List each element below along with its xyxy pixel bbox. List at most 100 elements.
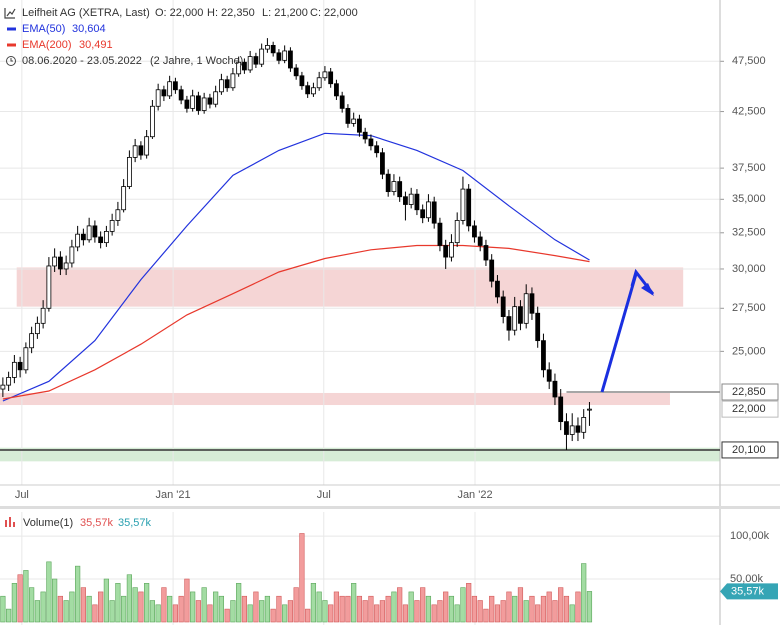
volume-bar — [80, 587, 86, 623]
candle-body — [449, 242, 454, 258]
candle-body — [552, 380, 558, 398]
ohlc-label: O: 22,000 — [155, 7, 203, 19]
candle-body — [374, 145, 380, 154]
volume-bar — [149, 600, 155, 623]
volume-bar — [17, 574, 23, 623]
volume-bar — [351, 583, 357, 623]
volume-bar — [253, 591, 259, 623]
candle-body — [587, 408, 592, 411]
volume-bar — [443, 591, 449, 623]
candle-body — [351, 118, 357, 124]
volume-bar — [29, 587, 35, 623]
volume-bar — [264, 595, 271, 623]
candle-body — [345, 107, 351, 124]
volume-bar — [552, 600, 558, 623]
volume-bar — [316, 591, 322, 623]
level-box — [721, 383, 779, 401]
candle-body — [293, 67, 299, 77]
arrow-head — [641, 283, 654, 296]
candle-body — [224, 79, 230, 89]
volume-icon — [13, 522, 15, 527]
volume-bar — [11, 583, 17, 623]
candle-body — [219, 79, 224, 93]
candle-body — [334, 83, 339, 97]
volume-bar — [477, 600, 483, 623]
volume-bar — [201, 587, 207, 623]
level-label: 20,100 — [732, 444, 766, 456]
volume-bar — [483, 608, 489, 623]
volume-bar — [460, 587, 466, 623]
y-tick-label: 32,500 — [732, 227, 766, 239]
candle-body — [17, 361, 23, 371]
candle-body — [454, 220, 460, 244]
level-box — [721, 441, 779, 459]
volume-bar — [46, 561, 52, 623]
candle-body — [52, 256, 58, 267]
panel-separator — [0, 506, 780, 509]
volume-bar — [0, 595, 6, 623]
candle-body — [316, 77, 322, 89]
volume-bar — [63, 600, 69, 623]
volume-bar — [34, 600, 40, 623]
volume-bar — [86, 595, 92, 623]
header: Leifheit AG (XETRA, Last) O: 22,000 H: 2… — [4, 7, 358, 67]
volume-bar — [581, 563, 587, 623]
volume-bar — [299, 533, 305, 623]
candle-body — [575, 425, 581, 433]
candle-body — [126, 157, 132, 187]
candle-body — [213, 91, 219, 105]
candle-body — [69, 246, 75, 264]
volume-bar — [454, 604, 460, 623]
volume-bar — [213, 591, 219, 623]
candle-body — [397, 181, 403, 198]
candle-body — [420, 209, 426, 219]
volume-bar — [57, 595, 63, 623]
volume-last: 35,57k — [118, 517, 152, 529]
volume-bar — [333, 591, 340, 623]
volume-bar — [414, 600, 420, 623]
volume-bar — [52, 578, 58, 623]
candle-body — [259, 48, 265, 65]
volume-bar — [115, 583, 121, 623]
candle-body — [546, 369, 552, 382]
ohlc-label: L: 21,200 — [262, 7, 308, 19]
candle-body — [247, 56, 253, 71]
volume-bar — [362, 600, 368, 623]
volume-bar — [368, 595, 374, 623]
volume-bar — [500, 600, 506, 623]
candle-body — [385, 173, 391, 193]
volume-bar — [379, 600, 386, 623]
clock-hand — [10, 58, 13, 62]
zone — [0, 447, 720, 462]
volume-bar — [345, 595, 351, 623]
legend-value: 30,491 — [79, 39, 113, 51]
volume-bar — [98, 591, 104, 623]
candle-body — [270, 45, 276, 54]
candle-body — [500, 296, 506, 317]
volume-bar — [408, 591, 414, 623]
legend-value: 30,604 — [72, 23, 106, 35]
candle-body — [184, 99, 190, 109]
volume-bar — [144, 583, 150, 623]
ema-line — [2, 132, 590, 402]
candle-body — [564, 421, 569, 435]
volume-bar — [276, 595, 282, 623]
candle-body — [414, 193, 420, 211]
candle-body — [288, 50, 293, 69]
candle-body — [443, 245, 449, 258]
candle-body — [196, 95, 201, 111]
candle-body — [431, 201, 437, 224]
candle-body — [167, 81, 173, 97]
candle-body — [339, 95, 345, 109]
candle-body — [523, 293, 529, 324]
x-tick-label: Jan '22 — [457, 489, 492, 501]
y-tick-label: 42,500 — [732, 105, 766, 117]
volume-bar — [402, 604, 409, 623]
volume-bar — [431, 604, 437, 623]
volume-bar — [310, 583, 317, 623]
candle-body — [368, 138, 374, 147]
candle-body — [144, 136, 150, 156]
volume-bar — [23, 570, 29, 623]
candle-body — [109, 220, 115, 232]
volume-bar — [224, 608, 230, 623]
